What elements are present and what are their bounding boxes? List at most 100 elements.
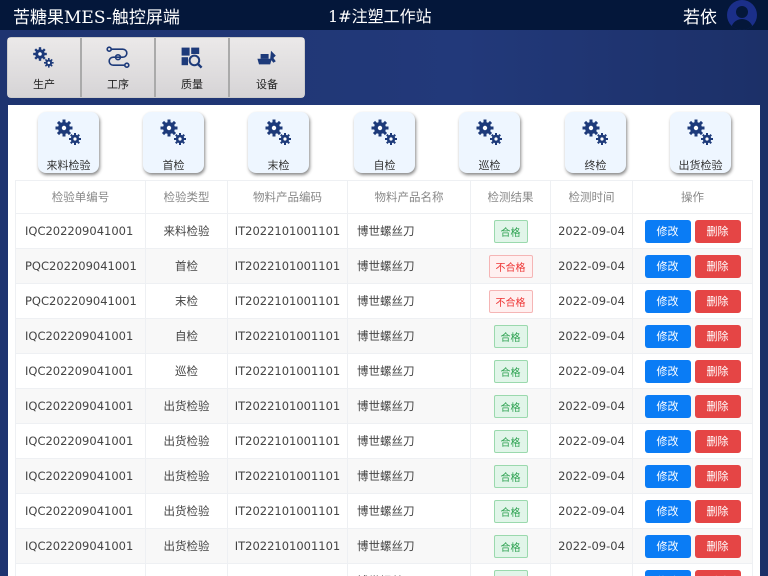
- gears-icon: [371, 119, 397, 145]
- delete-button[interactable]: 删除: [694, 499, 741, 523]
- result-badge: 合格: [493, 219, 528, 243]
- edit-button[interactable]: 修改: [644, 254, 691, 278]
- edit-button[interactable]: 修改: [644, 359, 691, 383]
- actions-cell: 修改删除: [632, 248, 753, 284]
- inspection-no: IQC202209041001: [15, 388, 146, 424]
- table-row[interactable]: IQC202209041001 出货检验 IT2022101001101 博世螺丝刀合…: [15, 423, 753, 459]
- category-button[interactable]: 巡检: [459, 112, 520, 173]
- inspection-no: IQC202209041001: [15, 353, 146, 389]
- table-row[interactable]: PQC202209041001 末检 IT2022101001101 博世螺丝刀 不合格…: [15, 283, 753, 319]
- nav-production[interactable]: 生产: [8, 38, 82, 97]
- category-button[interactable]: 自检: [354, 112, 415, 173]
- table-row[interactable]: IQC202209041001 自检 IT2022101001101 博世螺丝刀 合格 2…: [15, 318, 753, 354]
- quality-search-icon: [181, 47, 203, 69]
- category-label: 末检: [267, 159, 290, 172]
- result-cell: 合格: [470, 563, 551, 576]
- inspection-type: 末检: [145, 283, 228, 319]
- actions-cell: 修改删除: [632, 493, 753, 529]
- edit-button[interactable]: 修改: [644, 289, 691, 313]
- user-name[interactable]: 若依: [683, 8, 717, 28]
- inspection-date: 2022-09-04: [550, 318, 633, 354]
- table-row[interactable]: IQC202209041001 出货检验 IT2022101001101 博世螺丝刀合…: [15, 493, 753, 529]
- edit-button[interactable]: 修改: [644, 324, 691, 348]
- delete-button[interactable]: 删除: [694, 464, 741, 488]
- inspection-date: [550, 563, 633, 576]
- table-row[interactable]: IQC202209041001 来料检验 IT2022101001101 博世螺丝刀合…: [15, 213, 753, 249]
- category-label: 出货检验: [678, 159, 723, 172]
- result-cell: 合格: [470, 458, 551, 494]
- edit-button[interactable]: 修改: [644, 219, 691, 243]
- inspection-no: [15, 563, 146, 576]
- actions-cell: 修改删除: [632, 423, 753, 459]
- result-cell: 合格: [470, 493, 551, 529]
- table-row[interactable]: IQC202209041001 出货检验 IT2022101001101 博世螺丝刀合…: [15, 458, 753, 494]
- result-badge: 不合格: [488, 254, 533, 278]
- app-title: 苦糖果MES-触控屏端: [13, 8, 180, 28]
- category-button[interactable]: 首检: [143, 112, 204, 173]
- result-cell: 不合格: [470, 248, 551, 284]
- category-label: 来料检验: [46, 159, 91, 172]
- table-row[interactable]: IQC202209041001 出货检验 IT2022101001101 博世螺丝刀合…: [15, 388, 753, 424]
- inspection-categories: 来料检验 首检 末检 自检 巡检 终检 出货检验: [8, 112, 760, 174]
- delete-button[interactable]: 删除: [694, 324, 741, 348]
- inspection-date: 2022-09-04: [550, 353, 633, 389]
- table-header: 检验单编号 检验类型 物料产品编码 物料产品名称 检测结果 检测时间 操作: [15, 180, 753, 214]
- edit-button[interactable]: 修改: [644, 394, 691, 418]
- material-name: 博世螺丝刀: [347, 248, 471, 284]
- actions-cell: 修改删除: [632, 528, 753, 564]
- actions-cell: 修改删除: [632, 318, 753, 354]
- nav-process[interactable]: 工序: [82, 38, 156, 97]
- table-row[interactable]: IQC202209041001 出货检验 IT2022101001101 博世螺丝刀合…: [15, 528, 753, 564]
- delete-button[interactable]: 删除: [694, 219, 741, 243]
- gears-icon: [687, 119, 713, 145]
- delete-button[interactable]: 删除: [694, 254, 741, 278]
- edit-button[interactable]: 修改: [644, 429, 691, 453]
- inspection-table: 检验单编号 检验类型 物料产品编码 物料产品名称 检测结果 检测时间 操作 IQC20220…: [15, 180, 753, 576]
- category-button[interactable]: 来料检验: [38, 112, 99, 173]
- main-nav: 生产 工序 质量 设备: [7, 37, 305, 98]
- inspection-type: 出货检验: [145, 493, 228, 529]
- material-code: IT2022101001101: [227, 283, 348, 319]
- inspection-type: 来料检验: [145, 213, 228, 249]
- inspection-no: IQC202209041001: [15, 213, 146, 249]
- result-badge: 合格: [493, 359, 528, 383]
- category-button[interactable]: 末检: [248, 112, 309, 173]
- delete-button[interactable]: 删除: [694, 289, 741, 313]
- category-button[interactable]: 出货检验: [670, 112, 731, 173]
- inspection-date: 2022-09-04: [550, 388, 633, 424]
- avatar[interactable]: [727, 0, 757, 30]
- material-name: 博世螺丝刀: [347, 563, 471, 576]
- material-code: IT2022101001101: [227, 528, 348, 564]
- delete-button[interactable]: 删除: [694, 429, 741, 453]
- table-row[interactable]: PQC202209041001 首检 IT2022101001101 博世螺丝刀 不合格…: [15, 248, 753, 284]
- category-button[interactable]: 终检: [565, 112, 626, 173]
- inspection-no: IQC202209041001: [15, 423, 146, 459]
- inspection-type: 出货检验: [145, 423, 228, 459]
- result-cell: 合格: [470, 213, 551, 249]
- material-name: 博世螺丝刀: [347, 318, 471, 354]
- inspection-type: 巡检: [145, 353, 228, 389]
- top-bar: 苦糖果MES-触控屏端 1#注塑工作站 若依: [0, 0, 768, 30]
- delete-button[interactable]: 删除: [694, 359, 741, 383]
- edit-button[interactable]: 修改: [644, 464, 691, 488]
- edit-button[interactable]: 修改: [644, 534, 691, 558]
- nav-equipment[interactable]: 设备: [230, 38, 304, 97]
- edit-button[interactable]: 修改: [644, 499, 691, 523]
- inspection-no: PQC202209041001: [15, 283, 146, 319]
- table-row[interactable]: IQC202209041001 巡检 IT2022101001101 博世螺丝刀 合格 2…: [15, 353, 753, 389]
- inspection-type: [145, 563, 228, 576]
- actions-cell: 修改删除: [632, 388, 753, 424]
- material-code: [227, 563, 348, 576]
- nav-quality[interactable]: 质量: [156, 38, 230, 97]
- material-code: IT2022101001101: [227, 248, 348, 284]
- delete-button[interactable]: 删除: [694, 534, 741, 558]
- inspection-panel: 来料检验 首检 末检 自检 巡检 终检 出货检验 检验单编号 检验类型 物料产品编码 物料产品名称…: [8, 105, 760, 576]
- result-badge: 合格: [493, 394, 528, 418]
- result-cell: 合格: [470, 353, 551, 389]
- edit-button[interactable]: 修改: [644, 569, 691, 576]
- delete-button[interactable]: 删除: [694, 394, 741, 418]
- category-label: 首检: [162, 159, 185, 172]
- inspection-type: 出货检验: [145, 388, 228, 424]
- delete-button[interactable]: 删除: [694, 569, 741, 576]
